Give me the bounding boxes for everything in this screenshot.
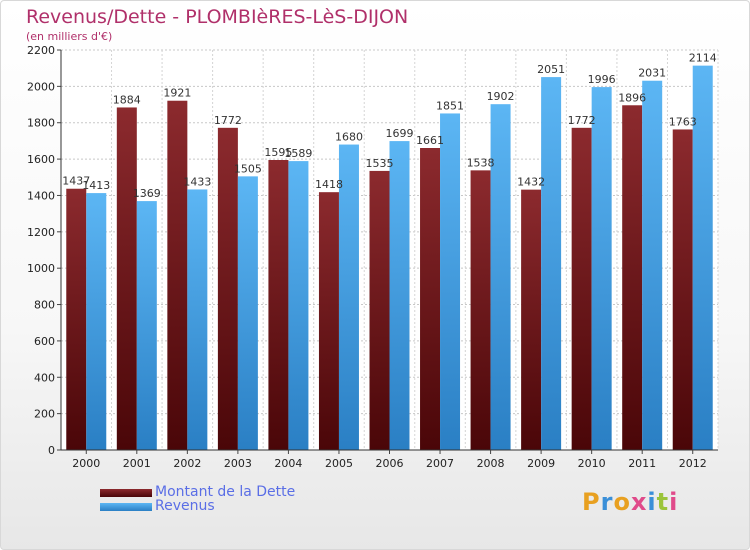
bar-dette [66,188,87,450]
bar-dette [369,170,390,450]
bar-revenus [440,113,461,451]
bar-revenus [389,141,410,450]
legend-label-revenus: Revenus [155,498,215,514]
x-tick-label: 2005 [325,457,353,470]
data-label-revenus: 1699 [386,127,414,140]
y-tick-label: 0 [48,444,55,457]
bar-revenus [136,201,157,450]
data-label-dette: 1772 [568,114,596,127]
y-tick-label: 1400 [27,189,55,202]
y-tick-label: 2200 [27,44,55,57]
x-tick-label: 2004 [274,457,302,470]
bar-dette [672,129,693,451]
data-label-revenus: 1902 [487,90,515,103]
x-tick-label: 2006 [376,457,404,470]
y-tick-label: 1000 [27,262,55,275]
bar-revenus [187,189,208,451]
y-tick-label: 400 [34,371,55,384]
bar-revenus [692,65,713,451]
data-label-revenus: 1413 [82,179,110,192]
x-tick-label: 2010 [578,457,606,470]
x-tick-label: 2008 [477,457,505,470]
data-label-revenus: 1851 [436,99,464,112]
data-label-revenus: 1996 [588,73,616,86]
bar-dette [318,192,339,450]
bar-dette [420,148,441,450]
y-tick-label: 800 [34,299,55,312]
y-tick-label: 2000 [27,80,55,93]
legend-swatch-revenus [100,503,152,511]
x-tick-label: 2009 [527,457,555,470]
bar-revenus [642,80,663,451]
y-tick-label: 200 [34,408,55,421]
logo-letter: o [613,488,631,516]
data-label-revenus: 2051 [537,63,565,76]
x-tick-label: 2002 [173,457,201,470]
data-label-dette: 1661 [416,134,444,147]
bar-dette [217,127,238,451]
legend-label-dette: Montant de la Dette [155,484,296,500]
logo-letter: x [630,488,648,516]
data-label-dette: 1535 [366,157,394,170]
data-label-revenus: 1505 [234,162,262,175]
data-label-dette: 1772 [214,114,242,127]
logo-letter: r [600,488,614,516]
chart-subtitle: (en milliers d'€) [26,30,113,43]
data-label-revenus: 1433 [183,175,211,188]
bar-revenus [591,87,612,450]
data-label-dette: 1763 [669,115,697,128]
data-label-revenus: 2031 [638,67,666,80]
y-tick-label: 1200 [27,226,55,239]
data-label-dette: 1418 [315,178,343,191]
bar-dette [470,170,491,450]
chart-title: Revenus/Dette - PLOMBIèRES-LèS-DIJON [26,6,409,28]
data-label-dette: 1921 [163,87,191,100]
data-label-dette: 1884 [113,93,141,106]
data-label-dette: 1432 [517,176,545,189]
data-label-revenus: 2114 [689,52,717,65]
y-tick-label: 600 [34,335,55,348]
data-label-dette: 1595 [264,146,292,159]
bar-dette [167,100,188,451]
x-tick-label: 2012 [679,457,707,470]
bar-revenus [86,193,107,450]
data-label-dette: 1437 [62,175,90,188]
bar-revenus [288,161,309,450]
bar-revenus [338,144,359,450]
data-label-revenus: 1369 [133,187,161,200]
bar-revenus [490,104,511,450]
logo-letter: t [656,488,670,516]
x-tick-label: 2000 [72,457,100,470]
x-tick-label: 2011 [628,457,656,470]
logo-letter: i [669,488,679,516]
logo-letter: i [647,488,657,516]
data-label-dette: 1896 [618,91,646,104]
bar-dette [571,127,592,451]
legend-swatch-dette [100,489,152,497]
bar-dette [521,189,542,451]
x-tick-label: 2003 [224,457,252,470]
y-tick-label: 1800 [27,117,55,130]
data-label-revenus: 1680 [335,131,363,144]
y-tick-label: 1600 [27,153,55,166]
x-tick-label: 2007 [426,457,454,470]
bar-dette [268,160,289,450]
logo-letter: P [582,488,601,516]
bar-revenus [541,77,562,450]
proxiti-logo: Proxiti [582,488,678,516]
data-label-revenus: 1589 [284,147,312,160]
data-label-dette: 1538 [467,156,495,169]
bar-dette [116,107,137,451]
bar-dette [622,105,643,450]
x-tick-label: 2001 [123,457,151,470]
bar-revenus [237,176,258,450]
